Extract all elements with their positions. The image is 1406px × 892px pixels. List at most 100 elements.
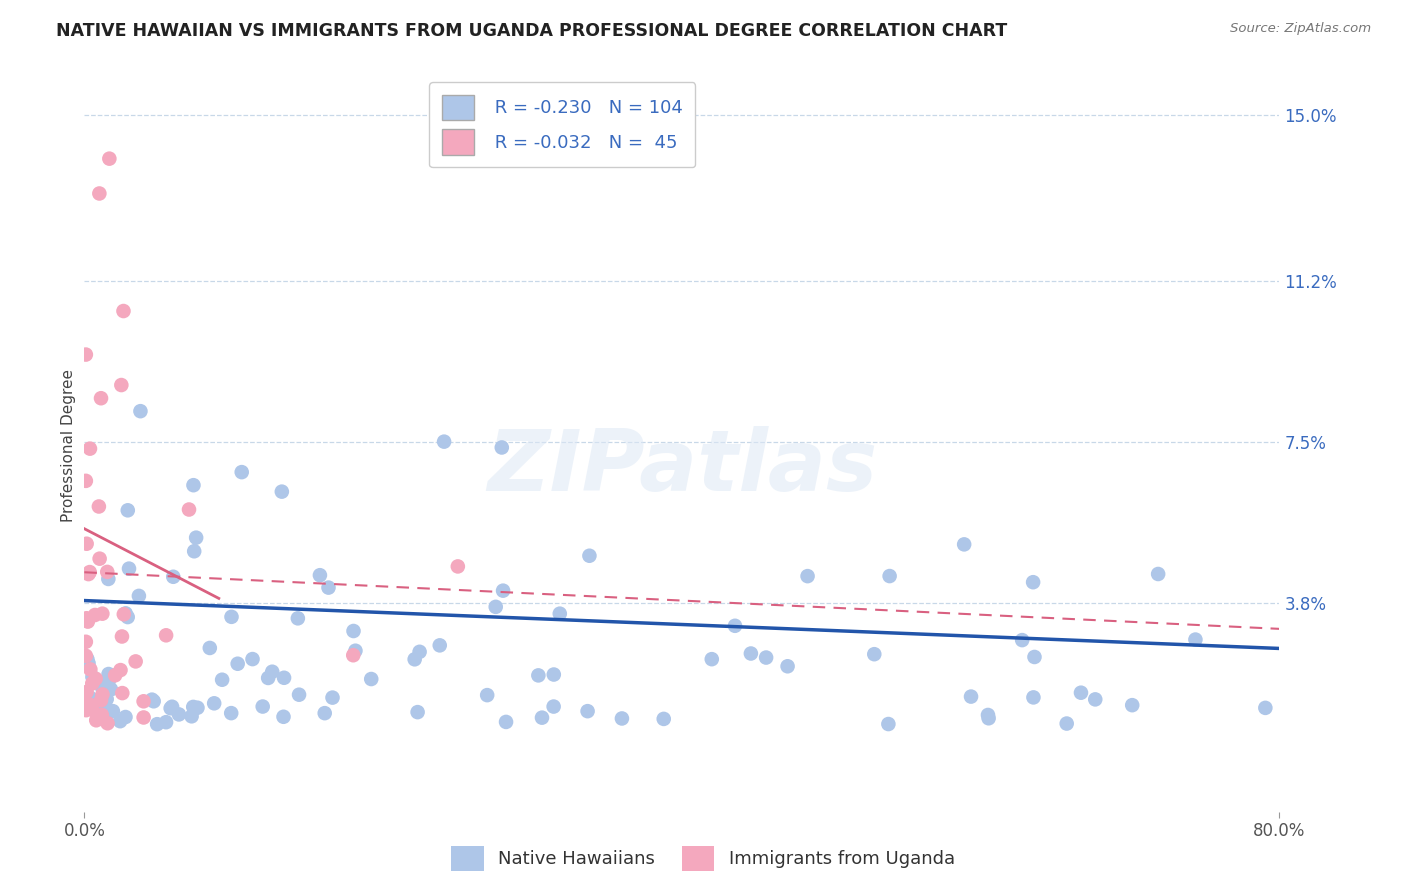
Point xyxy=(270,484,292,499)
Point xyxy=(576,704,599,718)
Point xyxy=(796,569,818,583)
Point xyxy=(288,688,311,702)
Point xyxy=(977,711,1000,725)
Point xyxy=(89,696,111,710)
Point xyxy=(79,698,101,712)
Point xyxy=(309,568,332,582)
Point xyxy=(181,700,204,714)
Point xyxy=(114,607,136,621)
Point xyxy=(1070,686,1092,700)
Point xyxy=(91,681,114,696)
Point xyxy=(1056,716,1078,731)
Point xyxy=(221,610,243,624)
Point xyxy=(111,686,134,700)
Point xyxy=(129,404,152,418)
Point xyxy=(408,645,430,659)
Point xyxy=(84,607,107,622)
Point xyxy=(117,610,139,624)
Point xyxy=(91,607,114,621)
Point xyxy=(112,607,135,622)
Point xyxy=(186,531,208,545)
Point xyxy=(98,152,121,166)
Point xyxy=(287,611,309,625)
Point xyxy=(219,706,242,720)
Point xyxy=(79,662,101,676)
Point xyxy=(879,569,901,583)
Point xyxy=(76,652,98,666)
Point xyxy=(89,186,111,201)
Point xyxy=(110,663,132,677)
Point xyxy=(82,676,104,690)
Point xyxy=(1184,632,1206,647)
Point xyxy=(242,652,264,666)
Point xyxy=(155,715,177,730)
Text: Source: ZipAtlas.com: Source: ZipAtlas.com xyxy=(1230,22,1371,36)
Point xyxy=(447,559,470,574)
Point xyxy=(124,654,146,668)
Point xyxy=(146,717,169,731)
Point xyxy=(863,647,886,661)
Point xyxy=(977,708,1000,723)
Point xyxy=(77,567,100,582)
Point xyxy=(90,707,112,722)
Point xyxy=(75,474,97,488)
Point xyxy=(76,537,98,551)
Point xyxy=(100,682,122,697)
Point xyxy=(252,699,274,714)
Point xyxy=(211,673,233,687)
Point xyxy=(117,503,139,517)
Point xyxy=(724,619,747,633)
Point xyxy=(75,634,97,648)
Point xyxy=(740,647,762,661)
Point xyxy=(226,657,249,671)
Point xyxy=(1121,698,1143,713)
Point xyxy=(108,714,131,729)
Point xyxy=(1254,701,1277,715)
Point xyxy=(101,704,124,718)
Text: ZIPatlas: ZIPatlas xyxy=(486,426,877,509)
Point xyxy=(160,699,183,714)
Point xyxy=(273,671,295,685)
Point xyxy=(91,688,114,702)
Point xyxy=(776,659,799,673)
Point xyxy=(477,688,499,702)
Point xyxy=(543,699,565,714)
Point xyxy=(257,671,280,685)
Point xyxy=(76,685,98,699)
Point xyxy=(700,652,723,666)
Point xyxy=(527,668,550,682)
Point xyxy=(97,572,120,586)
Point xyxy=(548,607,571,621)
Point xyxy=(273,710,295,724)
Point xyxy=(112,304,135,318)
Point xyxy=(104,668,127,682)
Point xyxy=(495,714,517,729)
Legend:  R = -0.230   N = 104,  R = -0.032   N =  45: R = -0.230 N = 104, R = -0.032 N = 45 xyxy=(429,82,696,168)
Point xyxy=(82,670,104,684)
Point xyxy=(142,694,165,708)
Point xyxy=(1022,690,1045,705)
Point xyxy=(111,630,134,644)
Point xyxy=(186,700,208,714)
Point xyxy=(177,502,200,516)
Point xyxy=(75,703,97,717)
Point xyxy=(97,667,120,681)
Point xyxy=(491,441,513,455)
Point xyxy=(314,706,336,721)
Point xyxy=(1022,575,1045,590)
Point xyxy=(118,561,141,575)
Point xyxy=(960,690,983,704)
Point xyxy=(96,716,118,731)
Point xyxy=(429,638,451,652)
Point xyxy=(492,583,515,598)
Y-axis label: Professional Degree: Professional Degree xyxy=(60,369,76,523)
Point xyxy=(79,565,101,579)
Legend: Native Hawaiians, Immigrants from Uganda: Native Hawaiians, Immigrants from Uganda xyxy=(444,838,962,879)
Point xyxy=(75,648,97,663)
Point xyxy=(93,713,115,727)
Point xyxy=(183,478,205,492)
Point xyxy=(321,690,343,705)
Point xyxy=(543,667,565,681)
Point xyxy=(344,644,367,658)
Point xyxy=(96,565,118,579)
